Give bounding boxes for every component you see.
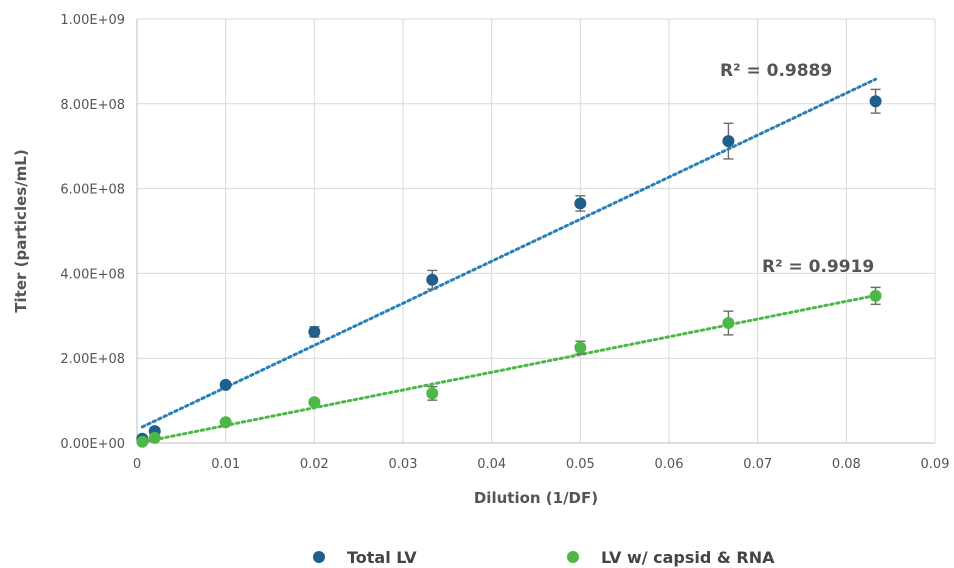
trendlines <box>140 77 878 444</box>
x-axis-title: Dilution (1/DF) <box>474 489 598 507</box>
x-tick-label: 0 <box>133 457 141 472</box>
grid <box>137 18 936 443</box>
y-tick-label: 4.00E+08 <box>60 267 125 282</box>
data-point <box>869 289 882 302</box>
labels: R² = 0.9889 R² = 0.9919 <box>720 61 874 277</box>
trendline-1 <box>140 77 878 429</box>
y-tick-label: 2.00E+08 <box>60 352 125 367</box>
x-tick-label: 0.09 <box>921 457 950 472</box>
y-axis-title: Titer (particles/mL) <box>12 149 30 312</box>
data-point <box>308 396 321 409</box>
legend-marker <box>313 551 325 563</box>
data-point <box>574 197 587 210</box>
legend: Total LV LV w/ capsid & RNA <box>313 548 775 567</box>
data-point <box>574 341 587 354</box>
legend-label: Total LV <box>347 548 417 567</box>
data-points <box>136 95 882 448</box>
x-tick-label: 0.04 <box>477 457 506 472</box>
data-point <box>136 435 149 448</box>
r-squared-label: R² = 0.9889 <box>720 61 832 81</box>
x-tick-label: 0.05 <box>566 457 595 472</box>
data-point <box>722 317 735 330</box>
x-tick-label: 0.03 <box>389 457 418 472</box>
data-point <box>426 273 439 286</box>
trendline-2 <box>140 293 878 444</box>
y-tick-label: 6.00E+08 <box>60 183 125 198</box>
x-tick-label: 0.01 <box>211 457 240 472</box>
data-point <box>869 95 882 108</box>
data-point <box>219 416 232 429</box>
data-point <box>426 387 439 400</box>
legend-label: LV w/ capsid & RNA <box>601 548 775 567</box>
data-point <box>219 378 232 391</box>
axes: 0 0.01 0.02 0.03 0.04 0.05 0.06 0.07 0.08 0.09 0.0… <box>12 13 949 507</box>
data-point <box>722 135 735 148</box>
y-tick-label: 1.00E+09 <box>60 13 125 28</box>
x-tick-label: 0.08 <box>832 457 861 472</box>
x-tick-label: 0.02 <box>300 457 329 472</box>
y-tick-label: 8.00E+08 <box>60 98 125 113</box>
data-point <box>148 431 161 444</box>
r-squared-label: R² = 0.9919 <box>762 257 874 277</box>
x-tick-label: 0.06 <box>655 457 684 472</box>
y-tick-label: 0.00E+00 <box>60 437 125 452</box>
data-point <box>308 325 321 338</box>
x-tick-label: 0.07 <box>743 457 772 472</box>
legend-marker <box>567 551 579 563</box>
